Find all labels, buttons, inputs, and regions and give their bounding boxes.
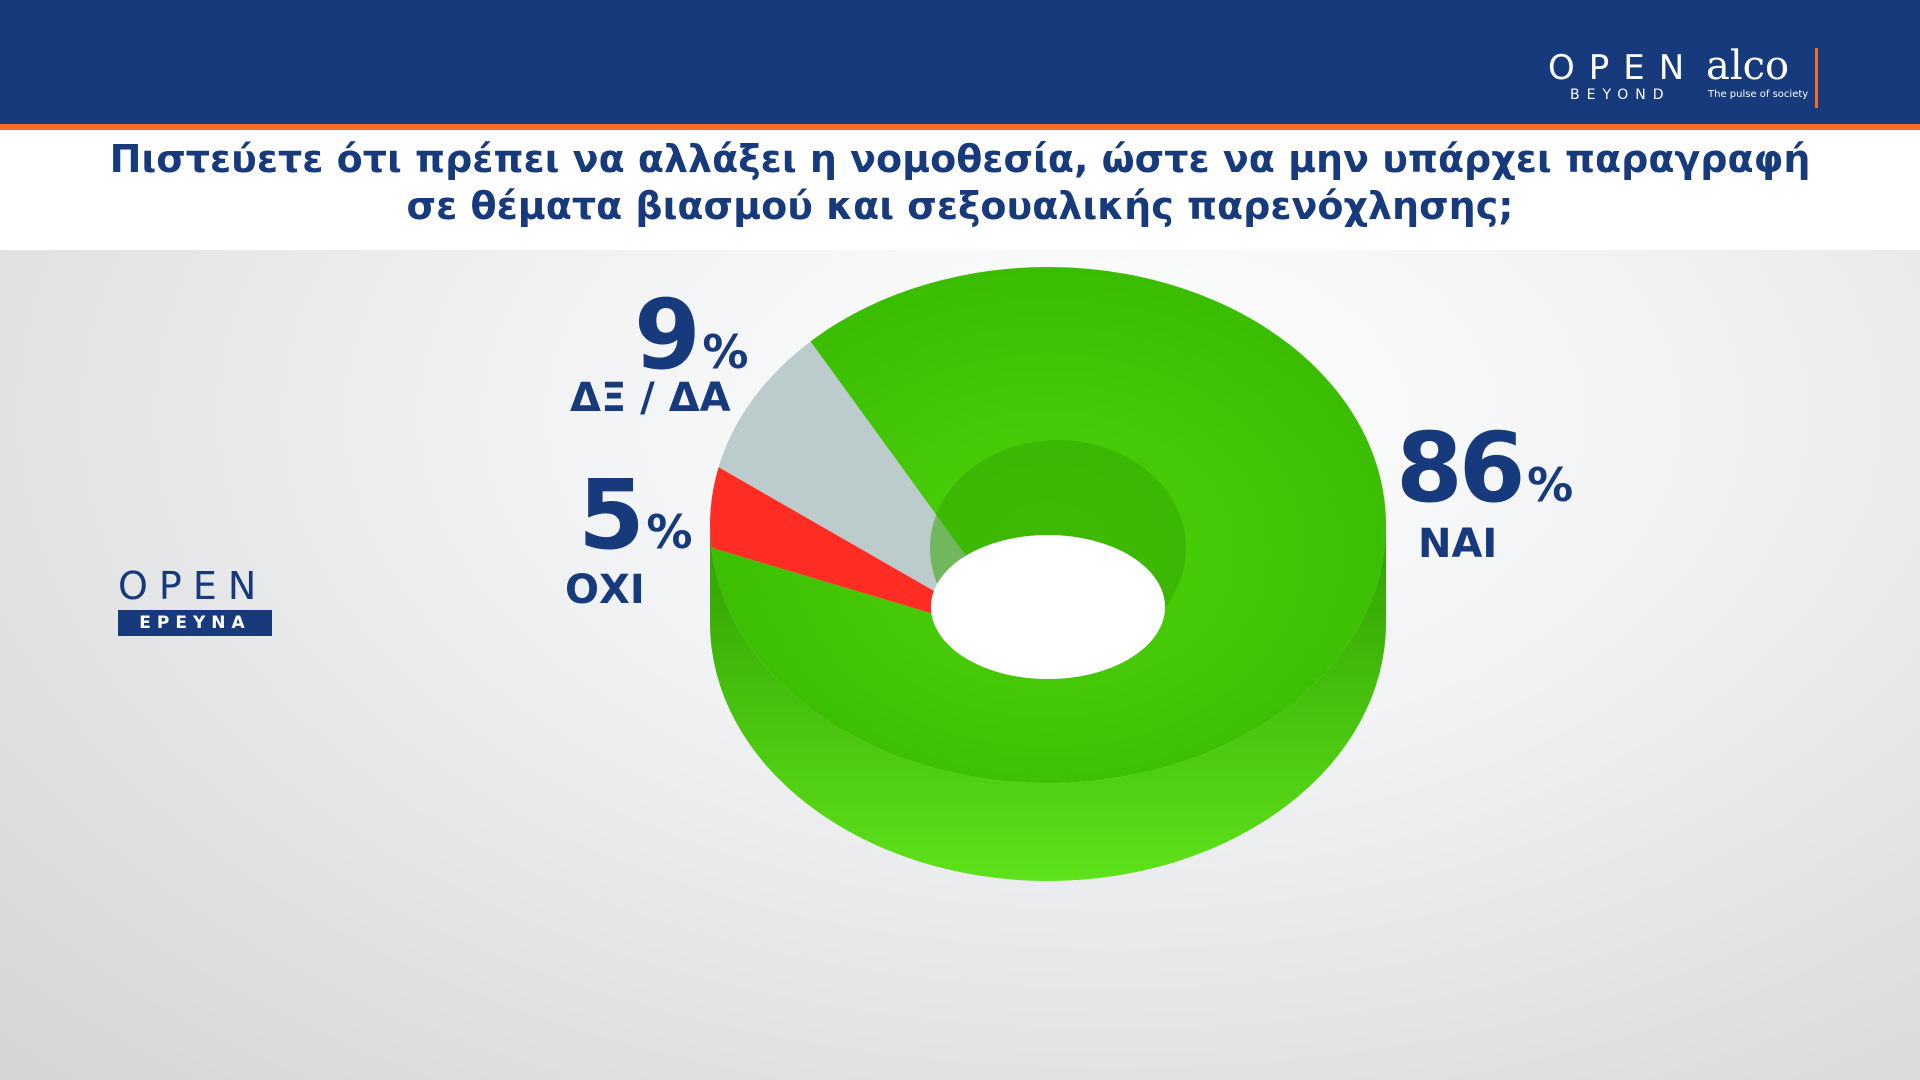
open-ereyna-logo-word: OPEN (118, 564, 268, 608)
alco-logo: alco The pulse of society (1706, 44, 1808, 102)
alco-logo-word: alco (1706, 43, 1790, 89)
question-title: Πιστεύετε ότι πρέπει να αλλάξει η νομοθε… (0, 136, 1920, 230)
header-bar (0, 0, 1920, 124)
dxda-value: 9 (634, 279, 701, 391)
nai-label: ΝΑΙ (1418, 521, 1498, 567)
oxi-label: ΟΧΙ (565, 567, 645, 613)
nai-percent-sign: % (1527, 458, 1574, 512)
slice-oxi (710, 467, 934, 614)
question-box: Πιστεύετε ότι πρέπει να αλλάξει η νομοθε… (0, 130, 1920, 250)
open-ereyna-logo-sub: ΕΡΕΥΝΑ (118, 610, 272, 636)
label-oxi: 5 % (578, 467, 692, 563)
open-ereyna-logo: OPEN ΕΡΕΥΝΑ (118, 566, 274, 636)
dxda-label: ΔΞ / ΔΑ (570, 375, 731, 421)
open-beyond-logo: OPEN BEYOND (1548, 48, 1699, 104)
donut-side-wall (710, 525, 1386, 881)
dxda-percent-sign: % (702, 325, 749, 379)
alco-logo-tagline: The pulse of society (1708, 89, 1809, 100)
alco-divider (1815, 48, 1818, 108)
oxi-value: 5 (578, 459, 645, 571)
slice-dxda (718, 341, 966, 591)
nai-value: 86 (1396, 412, 1526, 524)
donut-hole (931, 535, 1165, 679)
open-beyond-logo-sub: BEYOND (1570, 87, 1671, 103)
header-accent-line (0, 124, 1920, 130)
oxi-percent-sign: % (646, 505, 693, 559)
question-line-1: Πιστεύετε ότι πρέπει να αλλάξει η νομοθε… (109, 137, 1811, 181)
question-line-2: σε θέματα βιασμού και σεξουαλικής παρενό… (406, 184, 1514, 228)
label-nai: 86 % (1396, 420, 1573, 516)
open-beyond-logo-word: OPEN (1548, 48, 1699, 88)
label-dxda: 9 % (634, 287, 748, 383)
